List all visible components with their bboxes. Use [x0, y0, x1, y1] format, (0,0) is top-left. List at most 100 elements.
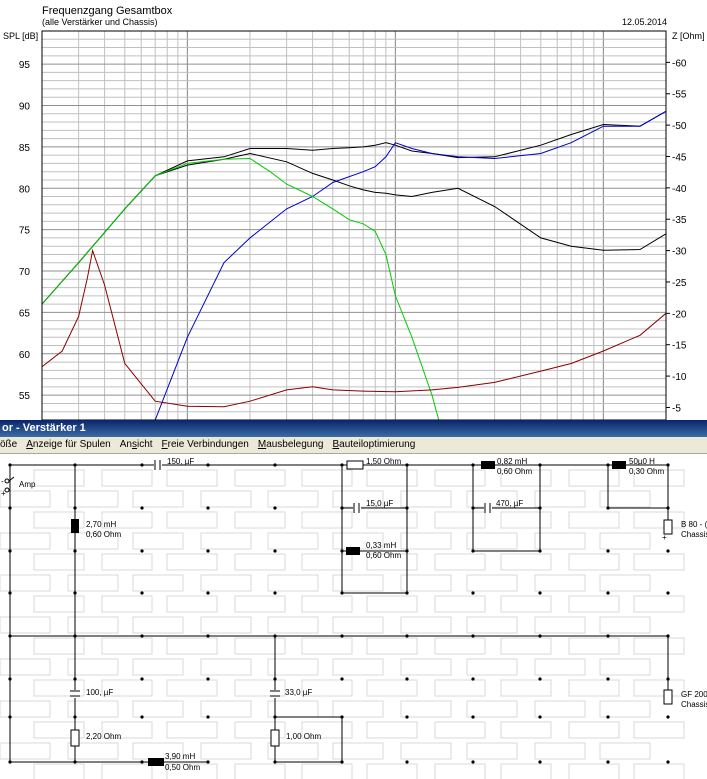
grid-slot [400, 532, 452, 550]
grid-slot [301, 637, 353, 655]
y2-tick-label: -10 [672, 372, 687, 383]
junction-dot [405, 634, 409, 638]
ind-390-label[interactable]: 3,90 mH [165, 752, 195, 761]
crossover-schematic[interactable]: + - + Amp 150, µF 1,50 Ohm 0,82 mH 0,60 … [0, 454, 707, 779]
junction-dot [73, 760, 77, 764]
cap-150-label[interactable]: 150, µF [167, 457, 194, 466]
grid-slot [332, 574, 384, 592]
grid-slot [67, 532, 119, 550]
res-150-label[interactable]: 1,50 Ohm [366, 457, 401, 466]
grid-slot [500, 637, 552, 655]
ind-082-label[interactable]: 0,82 mH [497, 457, 527, 466]
cap-100-label[interactable]: 100, µF [86, 688, 113, 697]
grid-slot [434, 469, 486, 487]
grid-slot [633, 637, 685, 655]
cap-470-label[interactable]: 470, µF [496, 499, 523, 508]
junction-dot [471, 463, 475, 467]
grid-slot [267, 490, 319, 508]
junction-dot [538, 760, 542, 764]
grid-slot [400, 742, 452, 760]
res-220-label[interactable]: 2,20 Ohm [86, 732, 121, 741]
grid-slot [0, 742, 51, 760]
grid-slot [568, 469, 620, 487]
junction-dot [8, 591, 12, 595]
junction-dot [340, 549, 344, 553]
grid-slot [332, 658, 384, 676]
grid-slot [267, 574, 319, 592]
grid-slot [200, 700, 252, 718]
grid-slot [366, 469, 418, 487]
grid-slot [67, 742, 119, 760]
ind-033-label[interactable]: 0,33 mH [366, 541, 396, 550]
amp-label: Amp [19, 480, 36, 489]
junction-dot [73, 715, 77, 719]
junction-dot [606, 506, 610, 510]
grid-slot [400, 616, 452, 634]
grid-slot [234, 679, 286, 697]
y-tick-label: 70 [19, 267, 31, 278]
series-line-green-3 [42, 157, 440, 420]
grid-placeholders [0, 469, 685, 779]
junction-dot [8, 634, 12, 638]
menu-item-3[interactable]: Freie Verbindungen [161, 439, 249, 450]
menu-item-0[interactable]: öße [0, 439, 18, 450]
svg-text:+: + [662, 533, 667, 542]
chart-subtitle: (alle Verstärker und Chassis) [42, 17, 158, 27]
grid-slot [67, 700, 119, 718]
menu-item-1[interactable]: Anzeige für Spulen [26, 439, 111, 450]
junction-dot [273, 463, 277, 467]
grid-slot [534, 532, 586, 550]
grid-slot [166, 595, 218, 613]
junction-dot [140, 715, 144, 719]
grid-slot [200, 532, 252, 550]
junction-dot [140, 634, 144, 638]
junction-dot [273, 677, 277, 681]
grid-slot [33, 679, 85, 697]
grid-slot [166, 721, 218, 739]
grid-slot [0, 574, 51, 592]
grid-slot [366, 511, 418, 529]
junction-dot [538, 506, 542, 510]
driver1-name[interactable]: B 80 - ( [681, 520, 707, 529]
grid-slot [366, 721, 418, 739]
cap-33-label[interactable]: 33,0 µF [285, 688, 312, 697]
junction-dot [340, 634, 344, 638]
grid-slot [101, 595, 153, 613]
grid-slot [67, 490, 119, 508]
grid-slot [101, 553, 153, 571]
grid-slot [500, 469, 552, 487]
junction-dot [666, 506, 670, 510]
junction-dot [206, 715, 210, 719]
grid-slot [301, 595, 353, 613]
grid-slot [166, 553, 218, 571]
series-line-darkred-4 [42, 248, 666, 408]
plot-frame [41, 30, 667, 420]
junction-dot [666, 760, 670, 764]
junction-dot [340, 506, 344, 510]
grid-slot [33, 763, 85, 779]
junction-dot [606, 715, 610, 719]
cap-15-label[interactable]: 15,0 µF [366, 499, 393, 508]
grid-slot [132, 532, 184, 550]
driver2-name[interactable]: GF 200 [681, 690, 707, 699]
grid-slot [200, 658, 252, 676]
res-100-label[interactable]: 1,00 Ohm [286, 732, 321, 741]
grid-slot [301, 763, 353, 779]
menu-item-4[interactable]: Mausbelegung [257, 439, 324, 450]
ind-270-label[interactable]: 2,70 mH [86, 520, 116, 529]
grid-slot [568, 637, 620, 655]
grid-slot [0, 616, 51, 634]
menu-item-5[interactable]: Bauteiloptimierung [332, 439, 416, 450]
window-titlebar[interactable]: or - Verstärker 1 [0, 420, 707, 437]
grid-slot [434, 511, 486, 529]
ind-50u-label[interactable]: 50µ0 H [629, 457, 655, 466]
junction-dot [140, 760, 144, 764]
chart-date: 12.05.2014 [622, 17, 667, 27]
y2-axis-label: Z [Ohm] [672, 31, 705, 41]
grid-slot [200, 490, 252, 508]
menu-item-2[interactable]: Ansicht [119, 439, 153, 450]
grid-slot [568, 679, 620, 697]
grid-slot [234, 763, 286, 779]
ind-033-res: 0,60 Ohm [366, 551, 401, 560]
grid-slot [267, 532, 319, 550]
